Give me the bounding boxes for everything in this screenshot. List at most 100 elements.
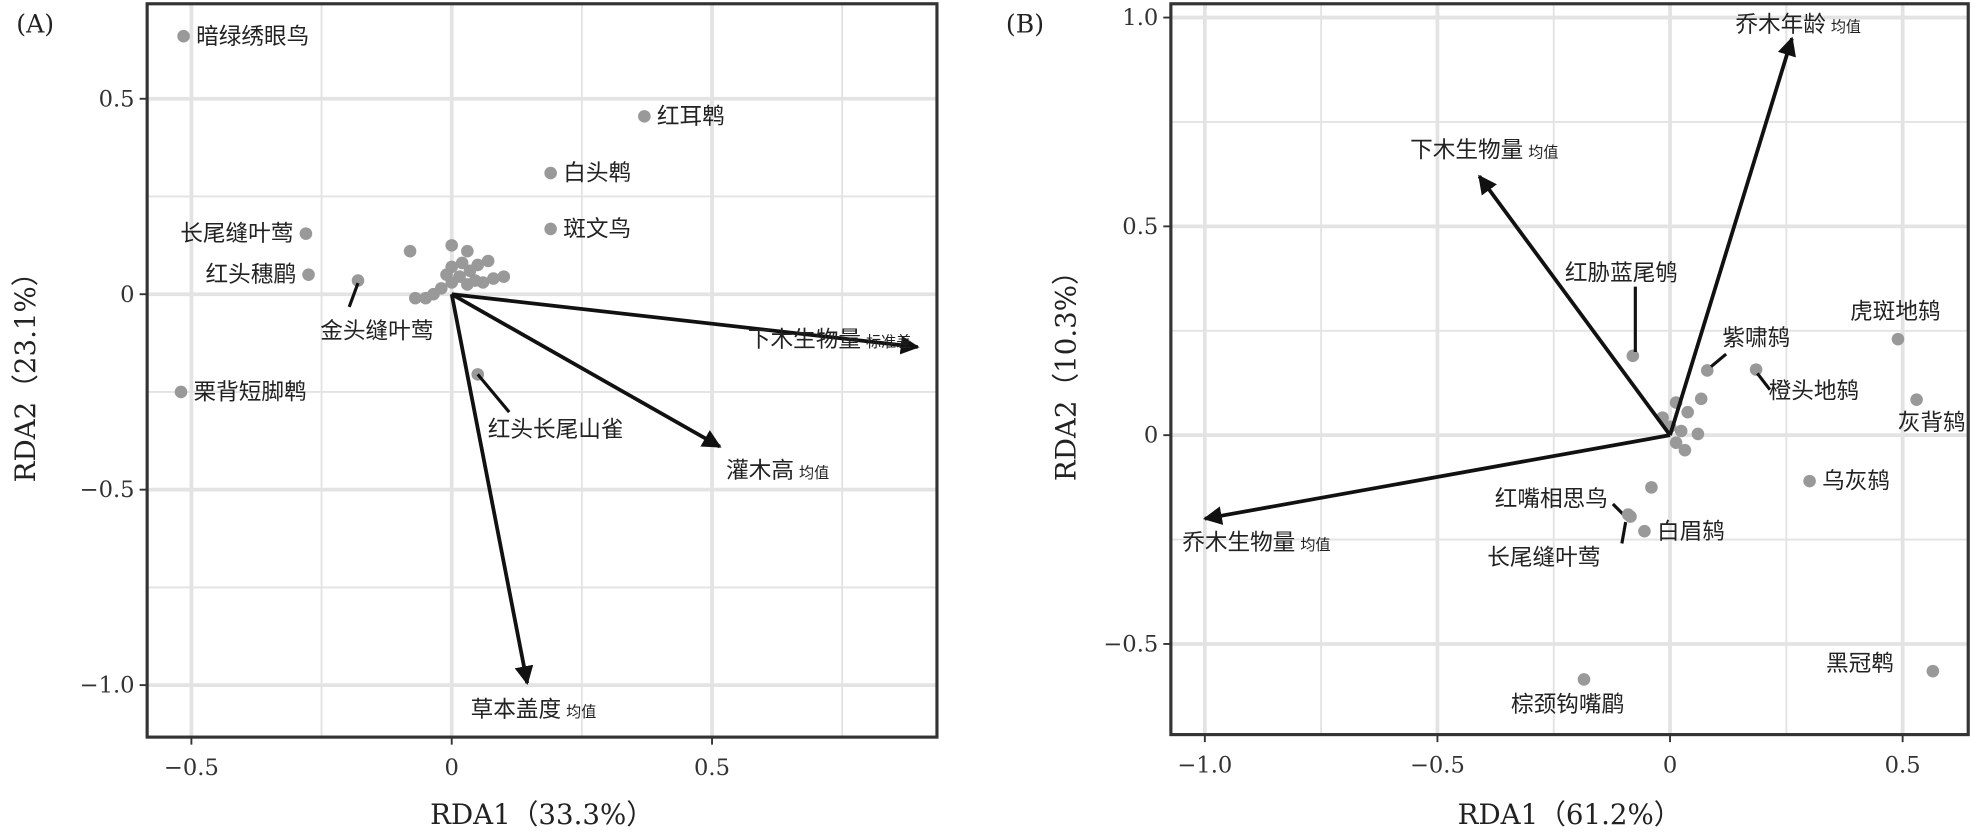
species-point <box>1891 332 1905 346</box>
vector-subscript: 均值 <box>1300 536 1330 554</box>
species-point <box>1638 524 1651 538</box>
species-point <box>1577 673 1591 686</box>
species-point <box>435 282 448 295</box>
panel-b: −1.0 −0.5 0 0.5 1.0 0.5 0 −0.5 (B) RDA1（61.2%） RDA… <box>1006 2 1970 831</box>
environment-vector-label: 乔木生物量 均值 <box>1182 530 1330 556</box>
x-tick-label: 0.5 <box>1885 752 1921 778</box>
environment-vector-label: 草本盖度 均值 <box>471 697 597 723</box>
x-tick-label: 0 <box>445 755 459 781</box>
species-label: 灰背鸫 <box>1898 410 1966 436</box>
plot-frame <box>145 2 939 739</box>
species-point <box>1700 364 1714 377</box>
species-point <box>481 254 495 268</box>
environment-vector-label: 下木生物量 标准差 <box>748 327 911 353</box>
species-point <box>351 274 365 287</box>
species-point <box>1681 405 1694 419</box>
species-point <box>1626 349 1640 363</box>
vector-subscript: 均值 <box>1831 18 1861 36</box>
species-label: 红胁蓝尾鸲 <box>1565 260 1678 286</box>
panel-a: −0.5 0 0.5 0.5 0 −0.5 −1.0 (A) RDA1（33.3%） RDA2（2… <box>9 2 939 831</box>
species-point <box>440 268 453 281</box>
environment-vector-arrow <box>450 292 722 449</box>
vector-subscript: 标准差 <box>866 333 911 351</box>
species-point <box>1803 474 1816 488</box>
vector-subscript: 均值 <box>799 464 829 482</box>
environment-vector-arrow <box>449 293 534 686</box>
species-label: 棕颈钩嘴鹛 <box>1511 692 1624 718</box>
species-point <box>174 385 188 399</box>
species-label: 暗绿绣眼鸟 <box>196 24 309 50</box>
species-point <box>1749 363 1763 376</box>
species-label: 栗背短脚鹎 <box>194 379 307 405</box>
species-point <box>1926 664 1940 678</box>
x-axis-title: RDA1（33.3%） <box>430 798 654 831</box>
species-point <box>461 244 474 258</box>
species-label: 紫啸鸫 <box>1722 325 1790 351</box>
species-point <box>544 166 557 180</box>
species-point <box>638 110 651 123</box>
x-tick-label: 0.5 <box>694 755 730 781</box>
species-label: 红头长尾山雀 <box>488 417 624 443</box>
species-label: 金头缝叶莺 <box>320 318 433 344</box>
y-tick-label: −1.0 <box>80 673 135 699</box>
species-point <box>1678 443 1692 457</box>
species-label: 虎斑地鸫 <box>1850 299 1940 325</box>
x-tick-label: −0.5 <box>164 755 219 781</box>
species-point <box>471 258 485 272</box>
species-point <box>461 278 474 291</box>
species-point <box>1910 393 1923 406</box>
vector-name: 乔木年龄 <box>1735 12 1826 38</box>
species-point <box>497 270 511 283</box>
environment-vector-arrow <box>1668 36 1796 436</box>
leader-line <box>347 282 360 308</box>
y-tick-label: 1.0 <box>1122 5 1158 31</box>
vector-name: 灌木高 <box>726 458 794 484</box>
species-point <box>302 268 315 281</box>
species-label: 红耳鹎 <box>657 104 725 130</box>
species-label: 乌灰鸫 <box>1822 469 1890 495</box>
species-point <box>1674 424 1688 438</box>
species-label: 长尾缝叶莺 <box>180 221 293 247</box>
panel-label: (B) <box>1006 10 1044 39</box>
species-point <box>453 270 466 283</box>
environment-vector-arrow <box>1202 433 1671 525</box>
species-point <box>544 222 557 236</box>
vector-name: 下木生物量 <box>1410 137 1523 163</box>
species-point <box>445 239 459 252</box>
species-point <box>1691 427 1705 441</box>
species-point <box>177 29 190 43</box>
leader-line <box>476 373 511 414</box>
species-point <box>455 256 469 270</box>
leader-line <box>1620 521 1628 544</box>
plot-frame <box>1169 2 1970 737</box>
y-tick-label: 0.5 <box>1122 214 1158 240</box>
species-point <box>1645 481 1658 494</box>
environment-vector-label: 下木生物量 均值 <box>1410 137 1558 163</box>
species-label: 长尾缝叶莺 <box>1487 545 1600 571</box>
species-point <box>408 291 422 305</box>
leader-line <box>1710 352 1728 368</box>
vector-name: 下木生物量 <box>748 327 861 353</box>
y-tick-label: 0.5 <box>99 86 135 112</box>
x-axis-title: RDA1（61.2%） <box>1458 798 1682 831</box>
species-point <box>1669 436 1683 449</box>
environment-vector-arrow <box>451 292 920 355</box>
x-tick-label: −1.0 <box>1177 752 1232 778</box>
vector-name: 草本盖度 <box>471 697 561 723</box>
environment-vector-label: 灌木高 均值 <box>726 458 829 484</box>
vector-subscript: 均值 <box>566 703 596 721</box>
species-label: 斑文鸟 <box>563 216 631 242</box>
species-point <box>476 276 490 289</box>
y-axis-title: RDA2（23.1%） <box>9 259 42 483</box>
species-label: 红嘴相思鸟 <box>1495 487 1608 513</box>
x-tick-label: 0 <box>1663 752 1677 778</box>
vector-subscript: 均值 <box>1528 143 1558 161</box>
species-point <box>1621 508 1635 521</box>
y-tick-label: 0 <box>120 282 134 308</box>
species-label: 白眉鸫 <box>1657 519 1725 545</box>
y-axis-title: RDA2（10.3%） <box>1049 257 1082 481</box>
y-tick-label: 0 <box>1144 423 1158 449</box>
y-tick-label: −0.5 <box>80 477 135 503</box>
